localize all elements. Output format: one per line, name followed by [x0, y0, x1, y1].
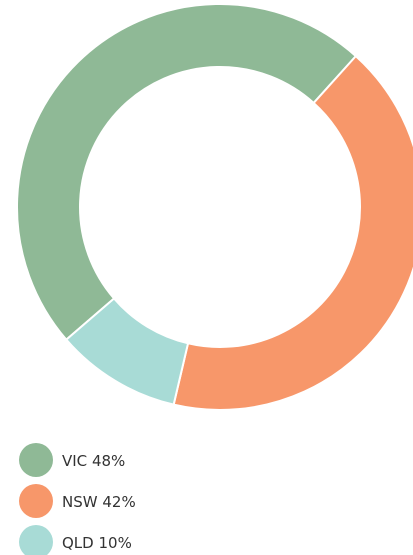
slice [16, 3, 358, 342]
legend-swatch [19, 484, 53, 518]
legend-value: 42% [102, 493, 135, 511]
legend-swatch [19, 525, 53, 555]
legend-name: VIC [62, 452, 87, 470]
legend-name: QLD [62, 534, 94, 552]
legend-value: 10% [99, 534, 132, 552]
legend-name: NSW [62, 493, 98, 511]
legend-label: NSW 42% [62, 493, 136, 511]
legend-label: VIC 48% [62, 452, 125, 470]
legend-swatch [19, 443, 53, 477]
legend-label: QLD 10% [62, 534, 132, 552]
slice [172, 54, 413, 412]
slice [64, 297, 190, 406]
legend-value: 48% [92, 452, 125, 470]
